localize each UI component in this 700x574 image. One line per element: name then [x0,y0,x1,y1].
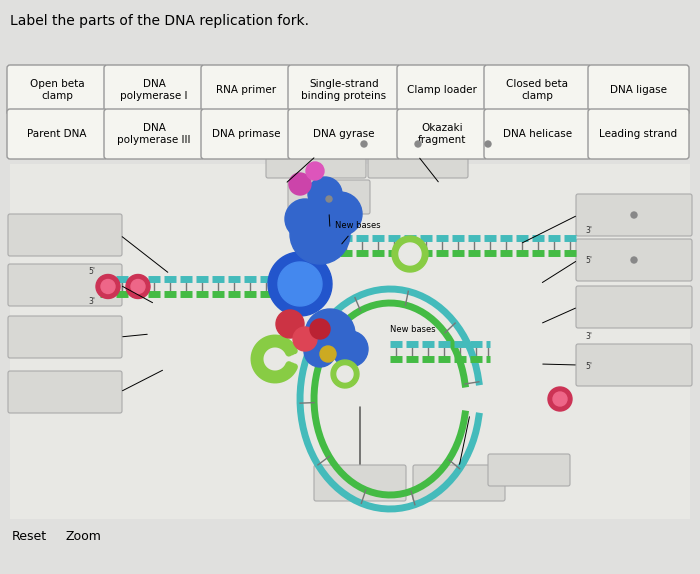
FancyBboxPatch shape [201,65,291,115]
FancyBboxPatch shape [288,180,370,214]
FancyBboxPatch shape [576,194,692,236]
Circle shape [332,331,368,367]
Circle shape [310,319,330,339]
Text: DNA
polymerase III: DNA polymerase III [118,123,190,145]
FancyBboxPatch shape [588,109,689,159]
Polygon shape [399,243,421,265]
Text: Zoom: Zoom [65,529,101,542]
Text: Single-strand
binding proteins: Single-strand binding proteins [302,79,386,101]
Text: 3': 3' [88,297,95,306]
Polygon shape [337,366,353,382]
FancyBboxPatch shape [8,214,122,256]
Circle shape [318,192,362,236]
Circle shape [306,162,324,180]
Text: 5': 5' [585,362,592,371]
Text: Leading strand: Leading strand [599,129,678,139]
FancyBboxPatch shape [484,65,591,115]
FancyBboxPatch shape [488,454,570,486]
FancyBboxPatch shape [201,109,291,159]
Polygon shape [392,236,428,272]
Polygon shape [278,262,322,306]
FancyBboxPatch shape [576,286,692,328]
Circle shape [289,173,311,195]
FancyBboxPatch shape [7,109,107,159]
Text: Clamp loader: Clamp loader [407,85,477,95]
FancyBboxPatch shape [104,65,204,115]
Circle shape [415,141,421,147]
Text: 5': 5' [585,256,592,265]
Text: RNA primer: RNA primer [216,85,276,95]
FancyBboxPatch shape [7,65,107,115]
Text: Okazaki
fragment: Okazaki fragment [418,123,466,145]
Text: New bases: New bases [390,324,435,333]
Circle shape [308,177,342,211]
Circle shape [631,212,637,218]
FancyBboxPatch shape [288,109,400,159]
Circle shape [361,141,367,147]
Text: DNA ligase: DNA ligase [610,85,667,95]
FancyBboxPatch shape [288,65,400,115]
FancyBboxPatch shape [576,344,692,386]
Text: DNA helicase: DNA helicase [503,129,572,139]
Text: 3': 3' [585,332,592,341]
Circle shape [96,274,120,298]
Polygon shape [331,360,359,388]
Text: Open beta
clamp: Open beta clamp [29,79,84,101]
FancyBboxPatch shape [8,316,122,358]
Text: DNA gyrase: DNA gyrase [314,129,375,139]
FancyBboxPatch shape [588,65,689,115]
Circle shape [320,346,336,362]
FancyBboxPatch shape [413,465,505,501]
Circle shape [285,199,325,239]
Text: New bases: New bases [335,222,381,231]
Bar [10,164,690,519]
Circle shape [304,335,336,367]
Polygon shape [305,234,335,259]
FancyBboxPatch shape [397,65,487,115]
Text: 5': 5' [88,267,95,276]
Circle shape [131,280,145,293]
Circle shape [101,280,115,293]
Text: Parent DNA: Parent DNA [27,129,87,139]
FancyBboxPatch shape [8,264,122,306]
Text: Closed beta
clamp: Closed beta clamp [507,79,568,101]
Circle shape [290,204,350,264]
Circle shape [276,310,304,338]
Polygon shape [268,252,332,316]
FancyBboxPatch shape [8,371,122,413]
FancyBboxPatch shape [104,109,204,159]
Circle shape [305,309,355,359]
Text: Reset: Reset [12,529,47,542]
FancyBboxPatch shape [368,142,468,178]
FancyBboxPatch shape [576,239,692,281]
Text: 3': 3' [585,226,592,235]
Text: DNA primase: DNA primase [211,129,280,139]
Circle shape [553,392,567,406]
FancyBboxPatch shape [314,465,406,501]
FancyBboxPatch shape [484,109,591,159]
Text: DNA
polymerase I: DNA polymerase I [120,79,188,101]
Circle shape [293,327,317,351]
FancyBboxPatch shape [266,142,366,178]
Text: Label the parts of the DNA replication fork.: Label the parts of the DNA replication f… [10,14,309,28]
Circle shape [548,387,572,411]
Circle shape [326,196,332,202]
Circle shape [485,141,491,147]
Circle shape [126,274,150,298]
Circle shape [631,257,637,263]
FancyBboxPatch shape [397,109,487,159]
